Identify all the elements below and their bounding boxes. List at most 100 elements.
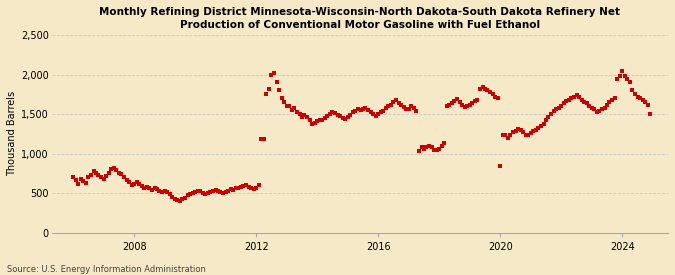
Point [404,106,414,111]
Point [416,145,427,149]
Point [136,184,147,188]
Point [279,100,290,104]
Point [543,115,554,119]
Point [464,102,475,107]
Point [480,87,491,91]
Point [192,189,203,194]
Point [315,117,325,122]
Point [462,104,472,108]
Point [493,96,504,100]
Point [371,114,381,118]
Point [467,101,478,105]
Point [620,74,630,78]
Point [182,193,193,198]
Point [622,76,633,81]
Point [457,102,468,107]
Point [134,182,144,186]
Point [358,106,369,111]
Point [614,74,625,78]
Point [584,104,595,108]
Point [571,93,582,97]
Point [355,108,366,112]
Point [142,185,153,189]
Point [538,121,549,126]
Point [228,188,239,192]
Point [520,132,531,137]
Point [162,190,173,194]
Point [345,113,356,117]
Point [70,177,81,182]
Y-axis label: Thousand Barrels: Thousand Barrels [7,91,17,176]
Point [447,101,458,105]
Point [119,175,130,180]
Point [197,191,208,195]
Point [365,109,376,114]
Point [322,114,333,119]
Point [329,111,340,116]
Point [444,102,455,107]
Point [180,196,190,200]
Point [396,102,406,107]
Point [188,191,198,195]
Point [195,188,206,193]
Point [487,92,498,97]
Point [281,104,292,108]
Point [394,101,404,105]
Point [256,137,267,142]
Point [264,87,275,91]
Point [452,97,462,101]
Point [121,178,132,183]
Point [93,173,104,177]
Point [470,99,481,104]
Point [68,175,78,180]
Point [276,96,287,100]
Point [574,95,585,100]
Text: Source: U.S. Energy Information Administration: Source: U.S. Energy Information Administ… [7,265,206,274]
Point [302,115,313,119]
Point [617,68,628,73]
Point [566,96,576,100]
Point [495,164,506,168]
Point [401,107,412,112]
Point [325,112,335,116]
Point [83,175,94,180]
Point [177,197,188,202]
Point [202,191,213,195]
Point [627,88,638,93]
Point [548,109,559,113]
Point [518,130,529,134]
Point [230,186,241,191]
Point [190,190,200,194]
Point [533,126,544,130]
Point [292,110,302,115]
Point [335,114,346,119]
Point [388,100,399,104]
Point [441,104,452,108]
Point [172,198,183,202]
Point [106,166,117,171]
Point [286,108,297,112]
Point [632,95,643,99]
Point [340,117,351,121]
Point [612,76,622,81]
Point [485,90,495,94]
Point [551,107,562,112]
Point [248,187,259,191]
Point [88,169,99,173]
Point [502,136,513,140]
Point [601,102,612,107]
Point [497,133,508,138]
Point [251,185,262,190]
Point [645,112,655,116]
Point [157,190,167,194]
Point [332,113,343,117]
Point [312,119,323,123]
Point [421,145,432,149]
Point [568,95,579,99]
Point [556,104,567,108]
Point [149,185,160,190]
Point [129,182,140,186]
Point [223,188,234,193]
Point [637,98,648,102]
Point [482,88,493,93]
